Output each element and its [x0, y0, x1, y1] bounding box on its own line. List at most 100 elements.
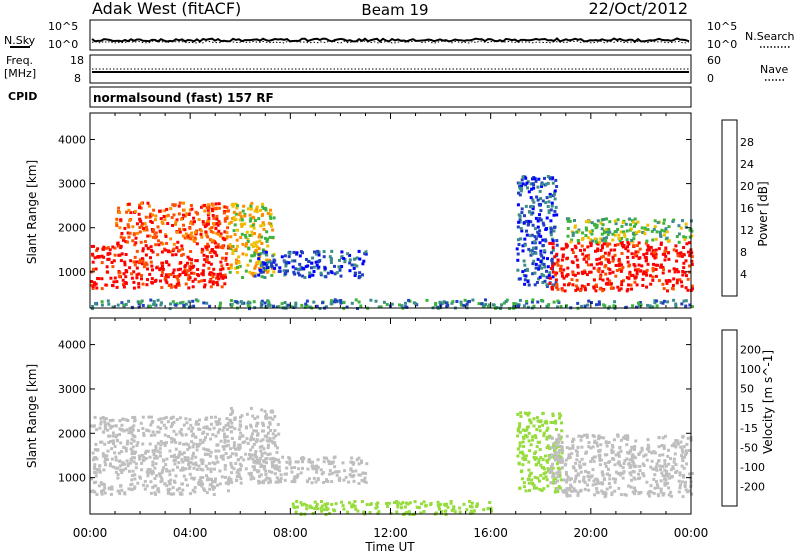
data-cell [573, 225, 577, 229]
data-cell [551, 239, 555, 243]
data-cell [661, 474, 665, 478]
data-cell [258, 239, 262, 243]
data-cell [351, 475, 355, 479]
data-cell [104, 463, 108, 467]
data-cell [199, 232, 203, 236]
data-cell [147, 429, 151, 433]
data-cell [666, 239, 670, 243]
data-cell [538, 440, 541, 444]
data-cell [227, 478, 230, 482]
data-cell [175, 282, 179, 286]
data-cell [98, 470, 102, 473]
data-cell [571, 271, 575, 275]
data-cell [263, 464, 266, 468]
data-cell [579, 488, 583, 492]
data-cell [353, 500, 357, 503]
data-cell [534, 456, 538, 460]
data-cell [554, 445, 558, 449]
data-cell [400, 506, 403, 510]
data-cell [235, 475, 239, 478]
data-cell [130, 449, 134, 453]
data-cell [238, 435, 242, 439]
data-cell [225, 231, 229, 235]
data-cell [350, 505, 354, 509]
data-cell [111, 245, 115, 249]
data-cell [149, 480, 153, 484]
data-cell [584, 234, 588, 237]
data-cell [142, 458, 146, 462]
data-cell [230, 430, 234, 434]
data-cell [114, 435, 118, 439]
data-cell [609, 282, 613, 286]
data-cell [266, 266, 269, 270]
data-cell [108, 434, 112, 438]
data-cell [530, 248, 534, 252]
data-cell [518, 451, 522, 455]
data-cell [134, 462, 138, 466]
data-cell [407, 510, 411, 514]
data-cell [137, 212, 141, 216]
data-cell [641, 231, 645, 234]
data-cell [305, 304, 309, 308]
data-cell [153, 466, 157, 470]
data-cell [634, 489, 638, 493]
data-cell [100, 287, 104, 291]
data-cell [253, 209, 257, 213]
data-cell [160, 301, 163, 305]
data-cell [538, 275, 542, 279]
data-cell [517, 220, 521, 224]
data-cell [108, 248, 112, 252]
data-cell [544, 471, 548, 475]
data-cell [264, 206, 268, 210]
data-cell [189, 250, 193, 253]
data-cell [263, 251, 267, 255]
data-cell [622, 462, 626, 466]
data-cell [679, 440, 683, 444]
data-cell [557, 454, 561, 458]
data-cell [594, 477, 598, 481]
data-cell [159, 417, 163, 421]
data-cell [262, 467, 266, 471]
data-cell [470, 505, 474, 509]
data-cell [594, 240, 598, 244]
data-cell [642, 474, 646, 478]
data-cell [539, 419, 543, 423]
data-cell [588, 270, 592, 274]
data-cell [670, 444, 674, 448]
data-cell [200, 205, 203, 209]
data-cell [130, 452, 134, 456]
data-cell [206, 242, 210, 246]
data-cell [526, 180, 530, 184]
data-cell [226, 246, 230, 250]
data-cell [206, 213, 210, 217]
data-cell [225, 435, 229, 439]
data-cell [579, 438, 583, 442]
data-cell [518, 220, 522, 224]
data-cell [553, 197, 557, 201]
data-cell [192, 216, 196, 220]
data-cell [686, 436, 690, 440]
data-cell [559, 444, 563, 448]
data-cell [560, 466, 564, 470]
data-cell [529, 253, 533, 257]
data-cell [258, 268, 262, 272]
data-cell [216, 275, 220, 279]
data-cell [198, 418, 201, 422]
data-cell [277, 478, 281, 482]
data-cell [188, 276, 192, 280]
data-cell [532, 246, 536, 250]
data-cell [688, 303, 692, 307]
data-cell [633, 217, 637, 221]
data-cell [625, 229, 629, 233]
data-cell [516, 203, 520, 207]
data-cell [531, 207, 535, 211]
data-cell [531, 262, 535, 266]
data-cell [136, 481, 140, 485]
data-cell [133, 255, 137, 259]
data-cell [252, 465, 256, 469]
data-cell [202, 279, 206, 282]
data-cell [363, 476, 367, 480]
data-cell [595, 490, 599, 494]
data-cell [139, 220, 143, 224]
data-cell [265, 253, 269, 257]
